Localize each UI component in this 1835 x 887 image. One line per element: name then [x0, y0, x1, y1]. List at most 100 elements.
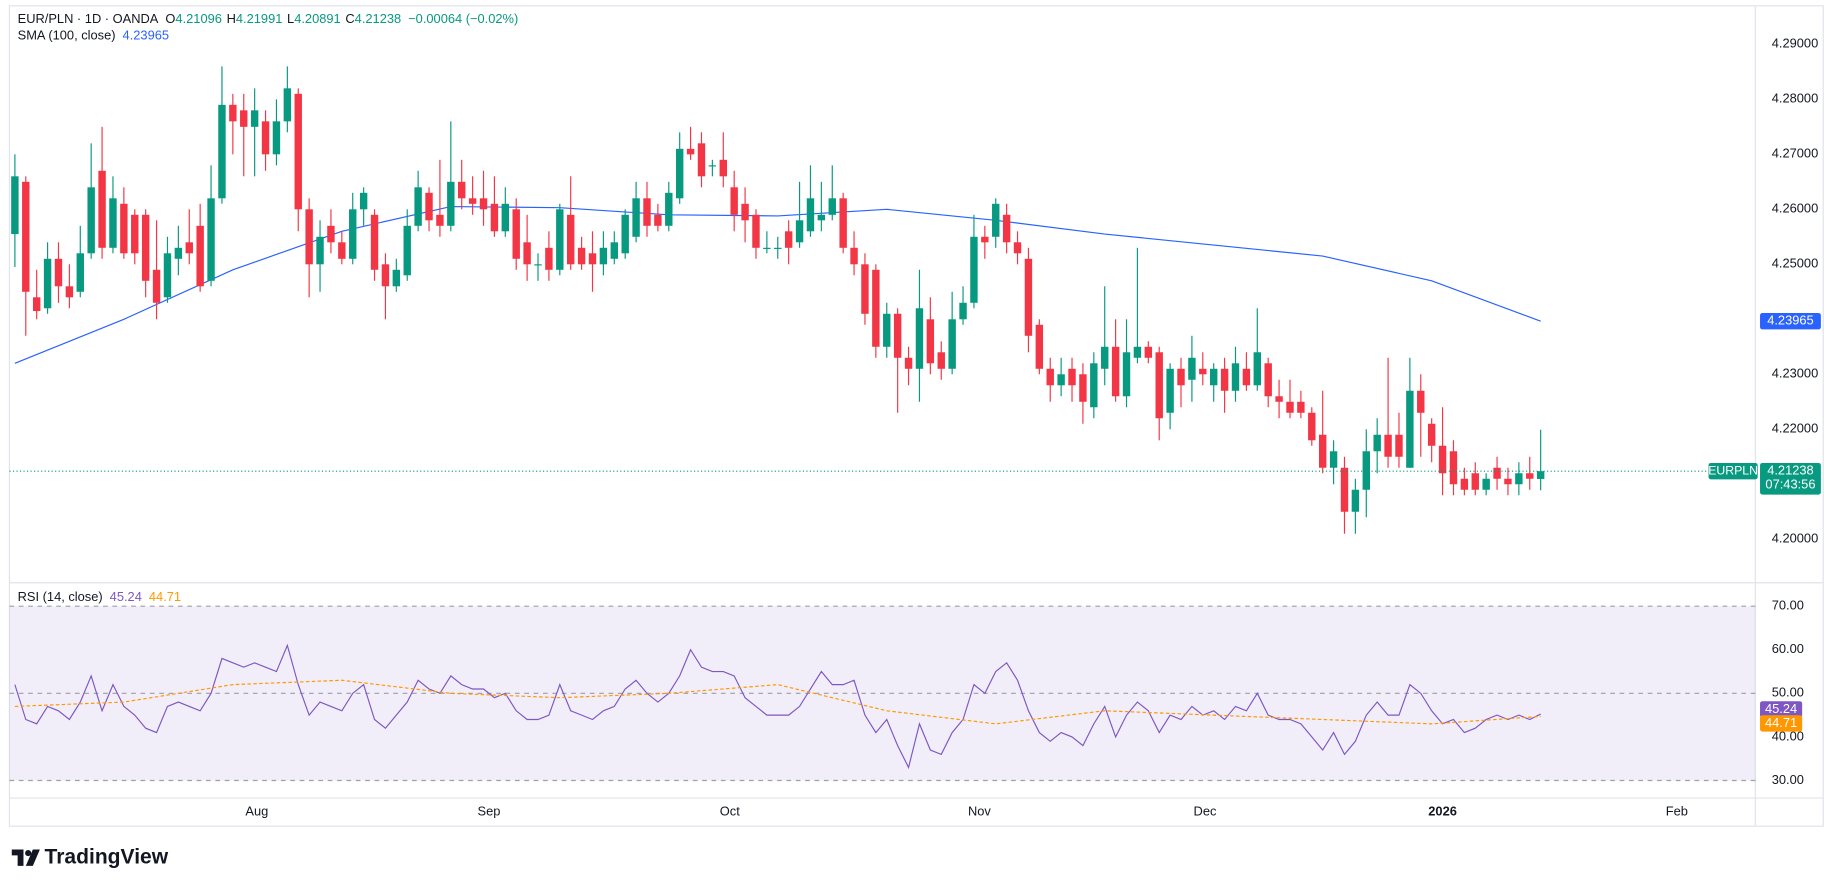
candle-body	[22, 181, 30, 292]
candle-body	[436, 214, 444, 226]
candle-body	[763, 247, 771, 249]
ohlc-label: O	[165, 11, 175, 26]
candle-body	[261, 121, 270, 155]
y-tick-label: 4.28000	[1772, 91, 1818, 106]
candle-body	[566, 214, 575, 265]
candle-body	[218, 104, 226, 199]
candle-body	[490, 203, 499, 232]
candle-body	[240, 110, 248, 127]
candle-body	[1046, 368, 1054, 386]
rsi-value-label: 44.71	[1765, 715, 1797, 730]
change: −0.00064 (−0.02%)	[408, 11, 518, 26]
candle-body	[479, 198, 488, 210]
header: EUR/PLN · 1D · OANDA O4.21096 H4.21991 L4.2…	[18, 11, 519, 26]
countdown: 07:43:56	[1765, 477, 1815, 492]
candle-body	[207, 198, 215, 281]
candle-body	[817, 214, 826, 221]
candle-body	[65, 286, 74, 298]
y-tick-label: 4.29000	[1772, 36, 1818, 51]
candle-body	[1493, 467, 1501, 479]
rsi-value-label: 45.24	[1765, 701, 1797, 716]
candle-body	[1471, 473, 1479, 490]
candle-body	[1068, 368, 1076, 386]
ohlc-value: 4.21238	[355, 11, 401, 26]
candle-body	[414, 187, 422, 226]
candle-body	[43, 258, 52, 309]
candle-body	[109, 198, 117, 248]
candle-body	[250, 110, 259, 127]
candle-body	[1515, 473, 1523, 485]
candle-body	[1427, 423, 1436, 446]
x-tick-label: Oct	[720, 804, 740, 819]
candle-body	[959, 302, 967, 320]
candle-body	[577, 247, 586, 265]
candle-body	[1264, 363, 1272, 397]
y-tick-label: 4.23000	[1772, 366, 1818, 381]
candle-body	[185, 242, 193, 254]
candle-body	[87, 187, 95, 254]
candle-body	[1177, 368, 1185, 386]
sma-name: SMA (100, close)	[18, 28, 116, 43]
candle-body	[11, 176, 19, 235]
candle-body	[523, 242, 531, 265]
candle-body	[294, 93, 302, 210]
candle-body	[403, 225, 411, 276]
candle-body	[861, 264, 869, 314]
candle-body	[359, 192, 368, 210]
candle-body	[654, 214, 662, 226]
candle-body	[545, 247, 553, 270]
candle-body	[1275, 396, 1283, 402]
candle-body	[458, 181, 466, 199]
rsi-title: RSI (14, close)	[18, 589, 103, 604]
candle-body	[174, 247, 183, 259]
candle-body	[686, 148, 695, 155]
candle-body	[675, 148, 684, 199]
x-tick-label: 2026	[1428, 804, 1457, 819]
candle-body	[556, 209, 564, 270]
candle-body	[588, 253, 597, 265]
candle-body	[272, 121, 281, 155]
brand-logo	[11, 849, 40, 866]
candle-body	[828, 198, 836, 215]
candle-body	[163, 253, 172, 298]
candle-body	[1460, 478, 1469, 490]
candle-body	[795, 220, 804, 243]
candle-body	[1231, 363, 1240, 391]
frame	[8, 5, 1824, 827]
candle-body	[599, 247, 608, 265]
rsi-pane	[9, 605, 1756, 782]
candle-body	[970, 236, 978, 303]
candle-body	[98, 170, 106, 248]
candle-body	[926, 319, 935, 364]
candle-body	[1504, 478, 1512, 485]
candle-body	[392, 269, 401, 287]
ohlc-label: L	[287, 11, 294, 26]
x-tick-label: Feb	[1666, 804, 1688, 819]
x-tick-label: Aug	[245, 804, 268, 819]
candle-body	[1318, 434, 1327, 468]
rsi-value: 45.24	[110, 589, 142, 604]
candle-body	[806, 198, 815, 232]
candle-body	[839, 198, 847, 248]
candle-body	[708, 165, 717, 167]
ohlc-value: 4.21991	[236, 11, 282, 26]
candle-body	[632, 198, 640, 237]
candle-body	[1209, 368, 1218, 386]
candle-body	[741, 203, 749, 221]
candle-body	[152, 269, 161, 303]
candle-body	[948, 319, 956, 369]
brand: TradingView	[45, 845, 169, 868]
x-tick-label: Sep	[478, 804, 501, 819]
candle-body	[1090, 363, 1098, 408]
candle-body	[992, 203, 1000, 237]
y-tick-label: 4.20000	[1772, 531, 1818, 546]
candle-body	[752, 214, 760, 248]
candle-body	[784, 231, 793, 248]
candle-body	[697, 143, 706, 177]
x-tick-label: Dec	[1194, 804, 1217, 819]
candle-body	[774, 247, 782, 249]
candle-body	[1438, 445, 1447, 474]
candle-body	[1002, 214, 1011, 243]
candle-body	[1373, 434, 1381, 452]
